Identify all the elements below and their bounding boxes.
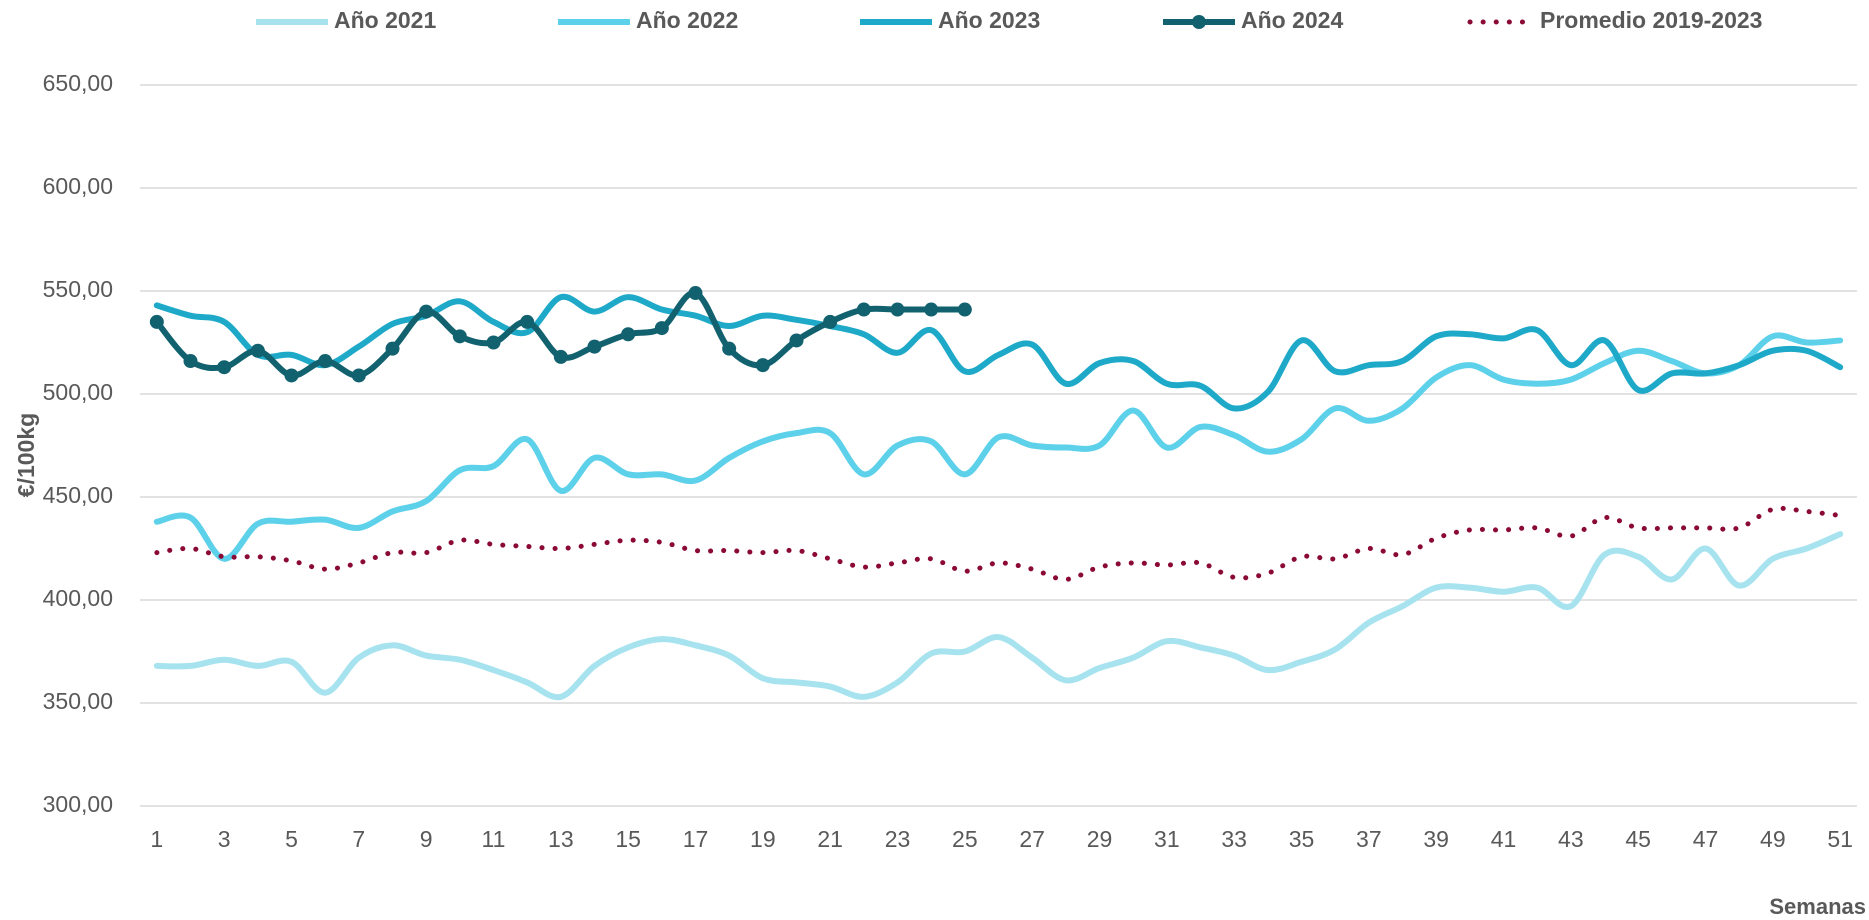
data-point xyxy=(621,327,636,342)
x-tick-label: 43 xyxy=(1558,826,1584,852)
data-point xyxy=(149,314,164,329)
x-tick-label: 47 xyxy=(1693,826,1719,852)
data-point xyxy=(351,368,366,383)
data-point xyxy=(419,304,434,319)
series-line xyxy=(153,293,1844,412)
x-tick-label: 13 xyxy=(548,826,574,852)
x-tick-label: 21 xyxy=(817,826,843,852)
x-tick-label: 37 xyxy=(1356,826,1382,852)
data-point xyxy=(823,314,838,329)
data-point xyxy=(183,354,198,369)
data-point xyxy=(553,349,568,364)
legend-label: Promedio 2019-2023 xyxy=(1540,7,1762,33)
y-tick-label: 400,00 xyxy=(43,585,113,611)
x-tick-label: 27 xyxy=(1019,826,1045,852)
legend-label: Año 2023 xyxy=(938,7,1040,33)
data-point xyxy=(250,343,265,358)
x-tick-label: 17 xyxy=(683,826,709,852)
data-point xyxy=(486,335,501,350)
x-tick-label: 49 xyxy=(1760,826,1786,852)
legend-marker xyxy=(1192,15,1206,29)
data-point xyxy=(890,302,905,317)
data-point xyxy=(957,302,972,317)
x-tick-label: 29 xyxy=(1087,826,1113,852)
x-tick-label: 41 xyxy=(1491,826,1517,852)
x-tick-label: 3 xyxy=(218,826,231,852)
legend-label: Año 2022 xyxy=(636,7,738,33)
x-tick-label: 15 xyxy=(615,826,641,852)
data-point xyxy=(688,286,703,301)
x-tick-label: 31 xyxy=(1154,826,1180,852)
x-tick-label: 19 xyxy=(750,826,776,852)
x-tick-label: 39 xyxy=(1423,826,1449,852)
y-tick-label: 450,00 xyxy=(43,482,113,508)
y-tick-label: 600,00 xyxy=(43,173,113,199)
x-tick-label: 9 xyxy=(420,826,433,852)
series-line xyxy=(153,531,1844,701)
data-point xyxy=(318,354,333,369)
x-tick-label: 5 xyxy=(285,826,298,852)
x-tick-label: 33 xyxy=(1221,826,1247,852)
data-point xyxy=(284,368,299,383)
data-point xyxy=(385,341,400,356)
data-point xyxy=(654,321,669,336)
legend-label: Año 2024 xyxy=(1241,7,1343,33)
series-line xyxy=(154,505,1843,582)
data-point xyxy=(520,314,535,329)
y-tick-label: 650,00 xyxy=(43,70,113,96)
x-tick-label: 11 xyxy=(482,826,506,852)
data-point xyxy=(789,333,804,348)
x-tick-label: 23 xyxy=(885,826,911,852)
data-point xyxy=(856,302,871,317)
series-line xyxy=(153,332,1844,562)
x-tick-label: 7 xyxy=(352,826,365,852)
y-tick-label: 350,00 xyxy=(43,688,113,714)
y-tick-label: 500,00 xyxy=(43,379,113,405)
x-tick-label: 51 xyxy=(1827,826,1853,852)
data-point xyxy=(924,302,939,317)
data-point xyxy=(217,360,232,375)
data-point xyxy=(755,358,770,373)
x-axis-label: Semanas xyxy=(1769,894,1866,919)
x-tick-label: 25 xyxy=(952,826,978,852)
y-tick-label: 300,00 xyxy=(43,791,113,817)
data-point xyxy=(587,339,602,354)
x-tick-label: 35 xyxy=(1289,826,1315,852)
legend-label: Año 2021 xyxy=(334,7,436,33)
x-tick-label: 1 xyxy=(150,826,163,852)
y-tick-label: 550,00 xyxy=(43,276,113,302)
y-axis-label: €/100kg xyxy=(13,413,39,497)
x-tick-label: 45 xyxy=(1625,826,1651,852)
data-point xyxy=(452,329,467,344)
data-point xyxy=(722,341,737,356)
